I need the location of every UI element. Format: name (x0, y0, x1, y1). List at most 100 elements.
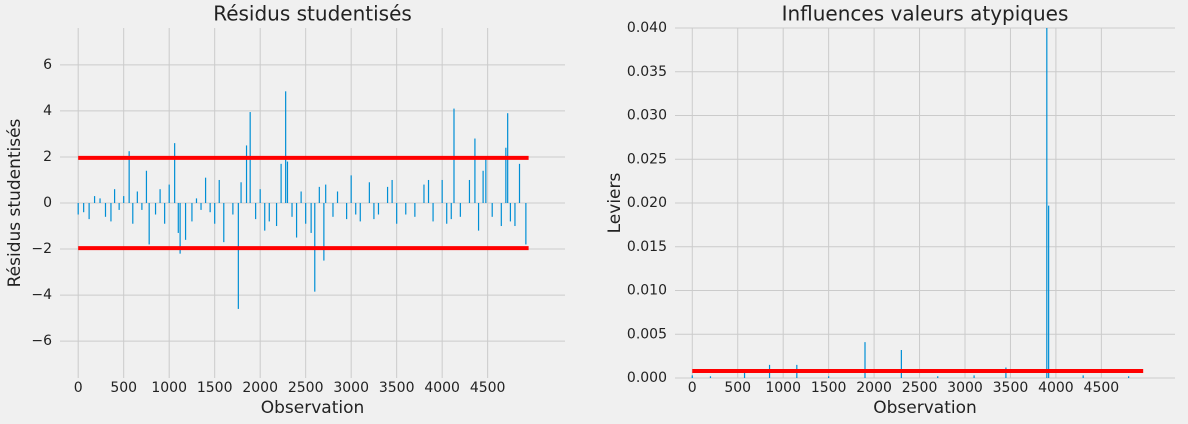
bar (218, 179, 220, 203)
y-tick-label: 0.020 (627, 195, 667, 211)
bar (396, 203, 398, 224)
bar (525, 203, 527, 245)
x-tick-label: 4000 (424, 380, 460, 396)
y-tick-label: 0.010 (627, 283, 667, 299)
x-tick-label: 4500 (470, 380, 506, 396)
bar (174, 143, 176, 203)
marks (691, 28, 1144, 378)
bar (423, 184, 425, 203)
x-axis-label: Observation (873, 398, 977, 418)
bar (99, 198, 101, 203)
bar (136, 191, 138, 203)
bar (318, 186, 320, 203)
bar (255, 203, 257, 220)
x-tick-label: 2500 (288, 380, 324, 396)
x-tick-label: 1500 (811, 380, 847, 396)
bar (482, 170, 484, 203)
bar (336, 191, 339, 203)
bar (77, 203, 79, 215)
y-tick-label: −2 (31, 241, 52, 257)
x-tick-label: 2500 (902, 380, 938, 396)
bar (505, 147, 507, 203)
bar (485, 159, 487, 203)
x-tick-label: 0 (74, 380, 83, 396)
x-tick-label: 500 (724, 380, 751, 396)
bar (200, 203, 202, 210)
bar (285, 91, 287, 203)
bar (325, 184, 327, 203)
y-tick-label: 0.005 (627, 326, 667, 342)
x-tick-label: 4500 (1084, 380, 1120, 396)
bar (286, 161, 289, 203)
bar (168, 184, 170, 203)
bar (427, 179, 430, 203)
bar (477, 203, 480, 231)
bar (291, 203, 293, 217)
bar (110, 203, 112, 222)
bar (691, 375, 693, 378)
bar (195, 198, 198, 203)
bar (509, 203, 512, 222)
x-tick-label: 3000 (333, 380, 369, 396)
y-tick-label: 6 (43, 57, 52, 73)
bar (104, 203, 107, 217)
bar (1128, 376, 1130, 378)
bar (209, 203, 211, 213)
bar (145, 170, 148, 203)
bar (264, 203, 266, 231)
bar (118, 203, 120, 210)
bar (346, 203, 348, 220)
bar (1048, 205, 1050, 378)
bar (973, 375, 975, 378)
bar (491, 203, 493, 217)
x-tick-label: 3000 (947, 380, 983, 396)
bar (500, 203, 502, 227)
x-tick-label: 3500 (993, 380, 1029, 396)
bar (237, 203, 239, 309)
bar (446, 203, 448, 224)
bar (310, 203, 312, 233)
bar (191, 203, 193, 222)
bar (88, 203, 90, 220)
panel: −6 −4 −2 0 2 4 6 0 500 1000 1500 2000 2500 3000 3500 40… (5, 2, 565, 418)
x-tick-label: 1000 (765, 380, 801, 396)
y-tick-label: 4 (43, 103, 52, 119)
bar (93, 196, 96, 203)
bar (459, 203, 461, 217)
y-tick-label: 0.030 (627, 108, 667, 124)
bar (474, 138, 476, 203)
bar (83, 203, 85, 213)
x-tick-label: 1000 (151, 380, 187, 396)
bar (1046, 28, 1048, 378)
bar (123, 196, 125, 203)
bar (432, 203, 434, 222)
bar (323, 203, 325, 261)
bar (350, 175, 352, 203)
bar (159, 189, 161, 203)
y-tick-label: 2 (43, 149, 52, 165)
y-tick-label: −4 (31, 287, 52, 303)
y-tick-label: 0.025 (627, 151, 667, 167)
bar (332, 203, 334, 217)
bar (373, 203, 375, 220)
bar (179, 203, 181, 254)
bar (864, 342, 866, 378)
y-tick-label: 0.040 (627, 20, 667, 36)
bar (743, 371, 746, 378)
bar (518, 163, 521, 203)
chart-title: Influences valeurs atypiques (782, 2, 1069, 26)
bar (355, 203, 357, 215)
bar (245, 145, 248, 203)
chart-title: Résidus studentisés (213, 2, 412, 26)
bar (154, 203, 157, 215)
bar (164, 203, 166, 224)
x-tick-label: 2000 (856, 380, 892, 396)
bar (386, 186, 389, 203)
bar (295, 203, 298, 238)
bar (514, 203, 516, 227)
y-axis-label: Résidus studentisés (5, 118, 25, 287)
x-tick-label: 4000 (1038, 380, 1074, 396)
bar (300, 191, 302, 203)
bar (128, 151, 130, 203)
